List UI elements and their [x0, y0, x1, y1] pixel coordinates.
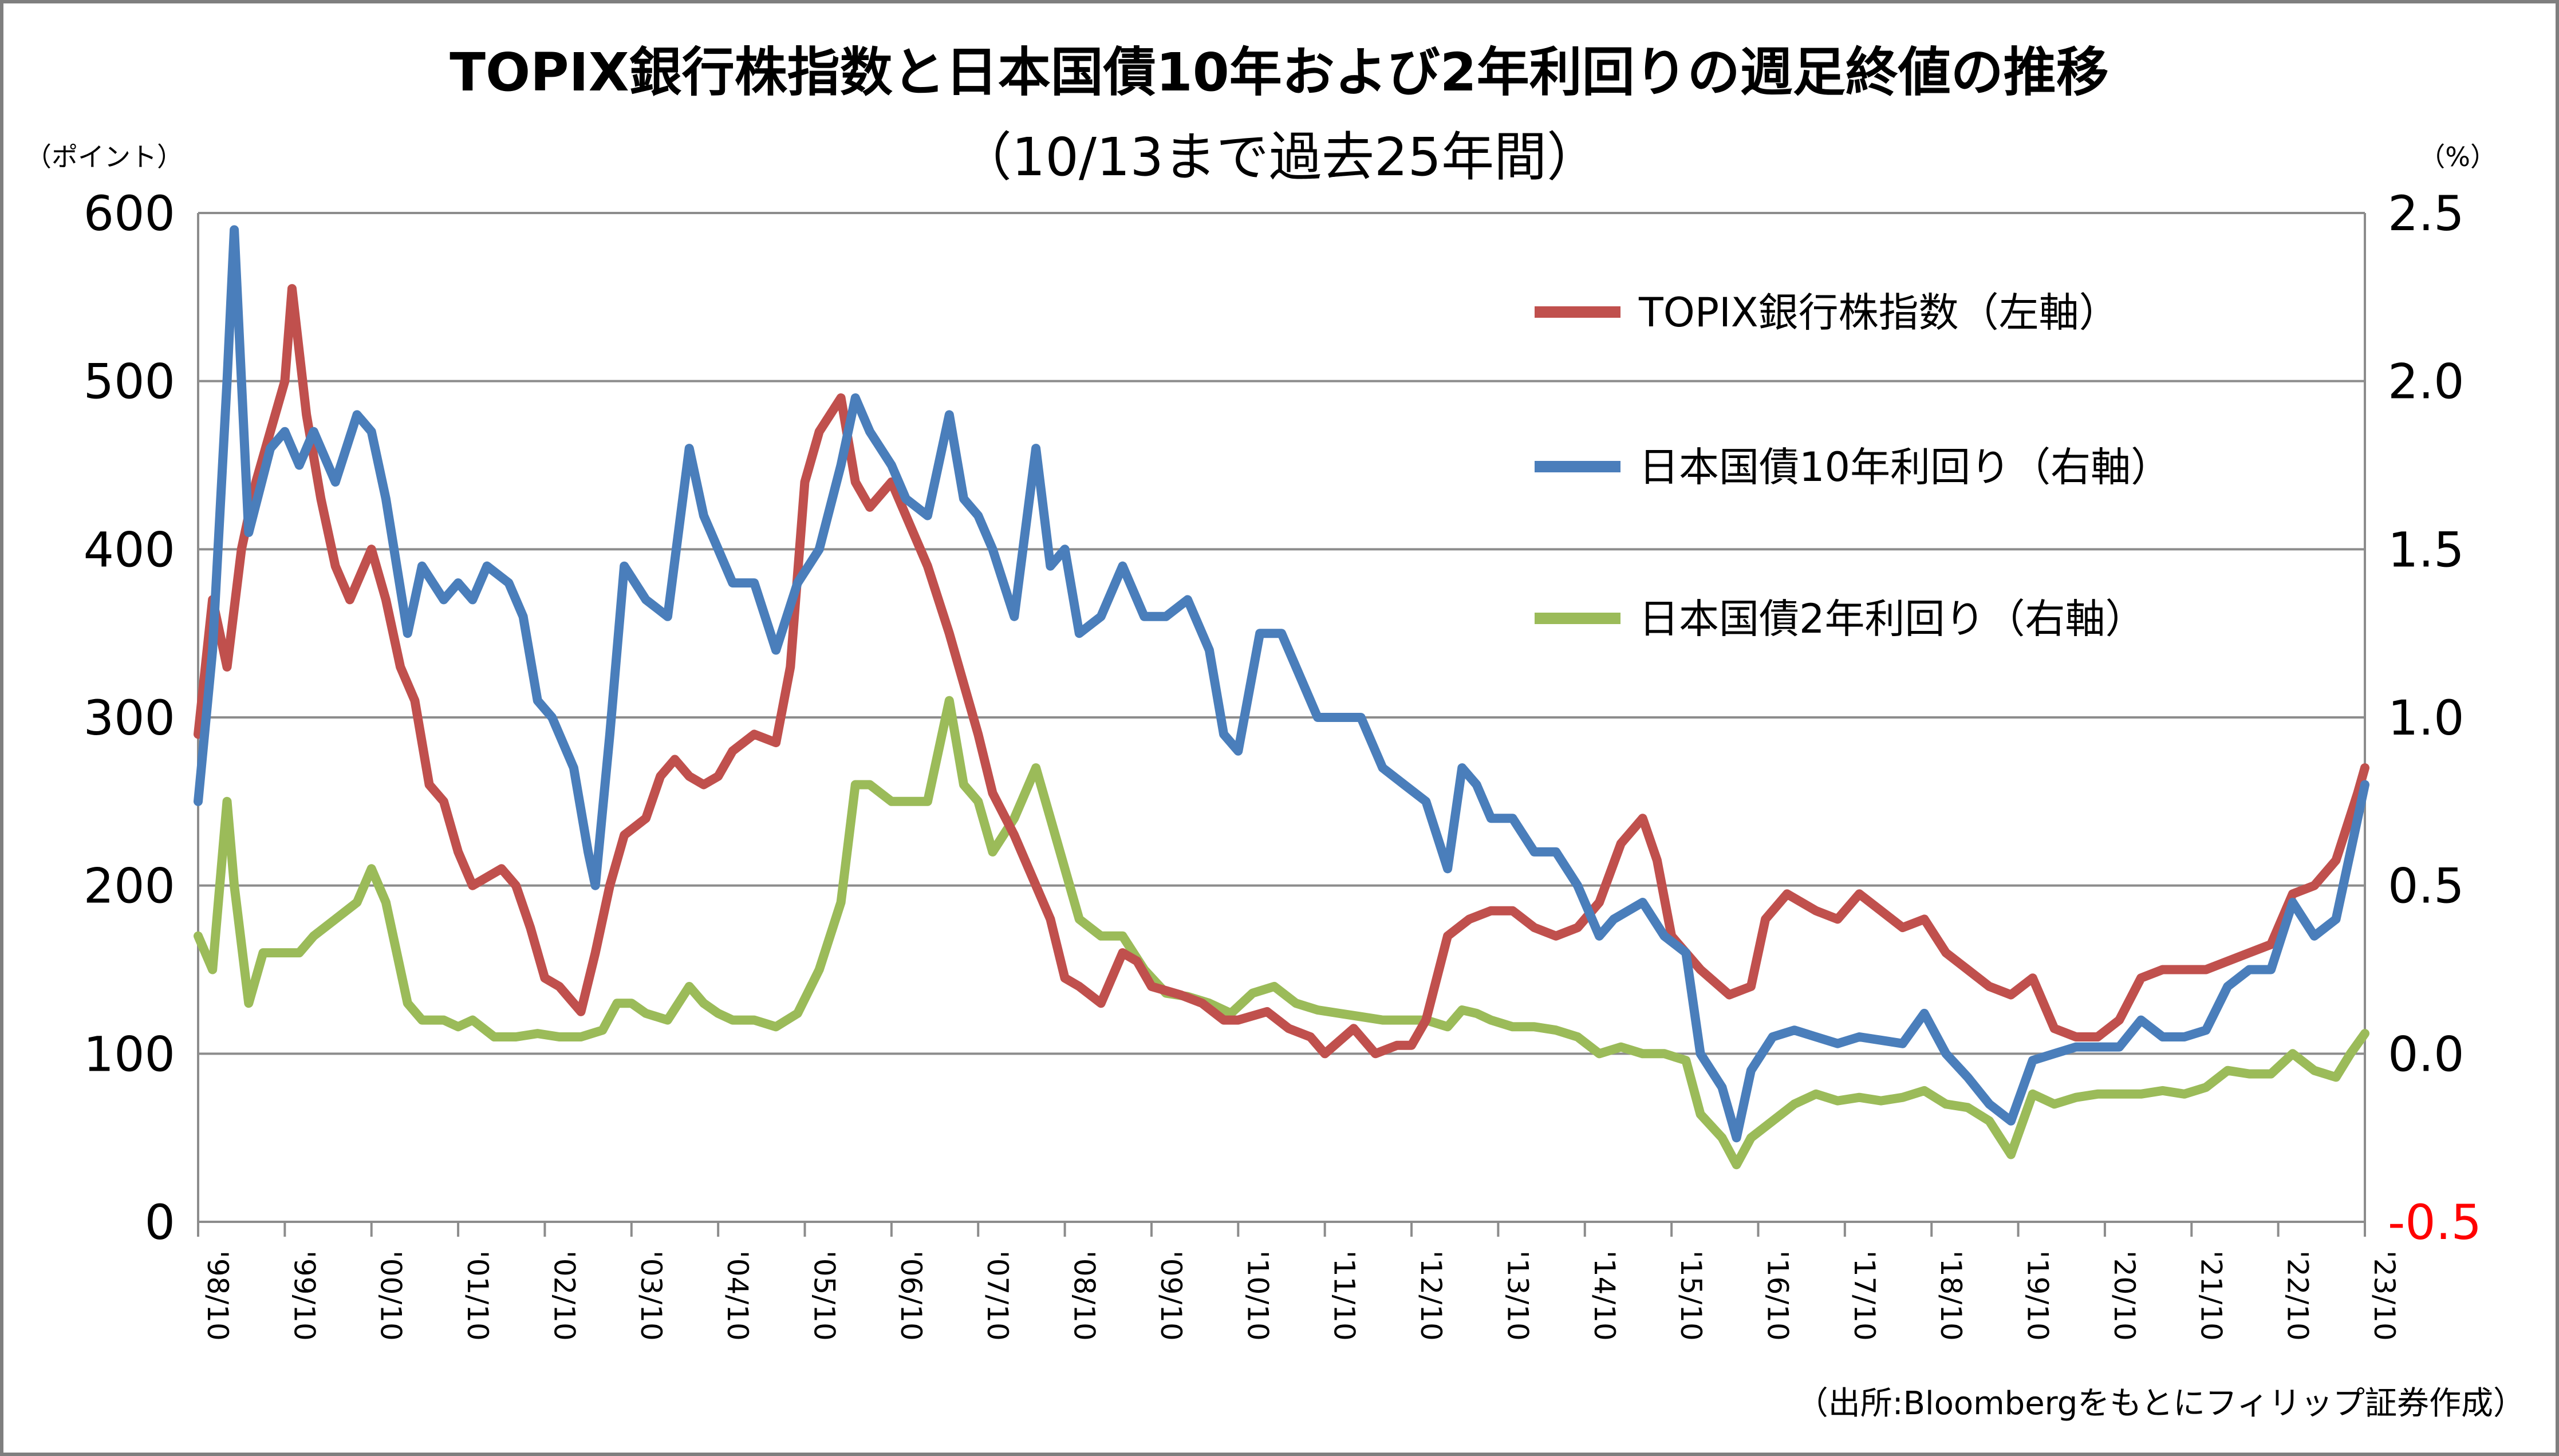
x-axis-tick-label: '98/10 — [201, 1250, 234, 1341]
left-axis-tick-label: 400 — [84, 522, 175, 578]
right-axis-tick-label: 0.5 — [2388, 858, 2465, 914]
x-axis-tick-label: '21/10 — [2194, 1250, 2227, 1341]
x-axis-tick-label: '18/10 — [1934, 1250, 1967, 1341]
series-lines — [194, 225, 2369, 1170]
x-axis-tick-label: '16/10 — [1761, 1250, 1794, 1341]
right-axis-tick-label: 1.5 — [2388, 522, 2465, 578]
left-axis-tick-label: 500 — [84, 354, 175, 410]
legend-label-jgb-2y: 日本国債2年利回り（右軸） — [1639, 595, 2146, 642]
x-axis-ticks: '98/10 '99/10 '00/10 '01/10 '02/10 '03/10 '04/… — [197, 1222, 2401, 1341]
x-axis-tick-label: '99/10 — [287, 1250, 321, 1341]
x-axis-tick-label: '08/10 — [1068, 1250, 1101, 1341]
right-axis-ticks: 2.5 2.0 1.5 1.0 0.5 0.0 -0.5 — [2388, 186, 2482, 1250]
series-line-jgb-10y — [194, 225, 2369, 1143]
right-axis-tick-label: 2.0 — [2388, 354, 2465, 410]
x-axis-tick-label: '13/10 — [1501, 1250, 1534, 1341]
right-axis-tick-label: 0.0 — [2388, 1026, 2465, 1082]
x-axis-tick-label: '15/10 — [1674, 1250, 1708, 1341]
legend: TOPIX銀行株指数（左軸） 日本国債10年利回り（右軸） 日本国債2年利回り（… — [1535, 289, 2171, 642]
right-axis-tick-label: 1.0 — [2388, 690, 2465, 746]
x-axis-tick-label: '00/10 — [374, 1250, 408, 1341]
x-axis-tick-label: '09/10 — [1154, 1250, 1188, 1341]
x-axis-tick-label: '10/10 — [1241, 1250, 1274, 1341]
x-axis-tick-label: '01/10 — [461, 1250, 494, 1341]
x-axis-tick-label: '11/10 — [1328, 1250, 1361, 1341]
x-axis-tick-label: '23/10 — [2368, 1250, 2401, 1341]
legend-label-topix-banks: TOPIX銀行株指数（左軸） — [1638, 289, 2119, 336]
grid-lines — [197, 212, 2366, 1223]
x-axis-tick-label: '03/10 — [634, 1250, 668, 1341]
series-line-topix-banks — [194, 284, 2369, 1059]
x-axis-tick-label: '17/10 — [1848, 1250, 1881, 1341]
x-axis-tick-label: '19/10 — [2021, 1250, 2055, 1341]
left-axis-tick-label: 300 — [84, 690, 175, 746]
left-axis-unit: （ポイント） — [25, 141, 183, 172]
legend-label-jgb-10y: 日本国債10年利回り（右軸） — [1639, 444, 2171, 491]
x-axis-tick-label: '02/10 — [547, 1250, 581, 1341]
x-axis-tick-label: '07/10 — [981, 1250, 1014, 1341]
right-axis-tick-label: -0.5 — [2388, 1194, 2482, 1250]
chart-subtitle: （10/13まで過去25年間） — [959, 127, 1599, 188]
chart-title: TOPIX銀行株指数と日本国債10年および2年利回りの週足終値の推移 — [449, 42, 2109, 103]
x-axis-tick-label: '14/10 — [1588, 1250, 1621, 1341]
left-axis-tick-label: 600 — [84, 186, 175, 242]
x-axis-tick-label: '04/10 — [721, 1250, 754, 1341]
left-axis-tick-label: 200 — [84, 858, 175, 914]
left-axis-tick-label: 100 — [84, 1026, 175, 1082]
right-axis-unit: （%） — [2419, 141, 2497, 172]
left-axis-ticks: 600 500 400 300 200 100 0 — [84, 186, 175, 1250]
x-axis-tick-label: '22/10 — [2281, 1250, 2314, 1341]
left-axis-tick-label: 0 — [145, 1194, 175, 1250]
x-axis-tick-label: '06/10 — [894, 1250, 928, 1341]
x-axis-tick-label: '05/10 — [808, 1250, 841, 1341]
right-axis-tick-label: 2.5 — [2388, 186, 2465, 242]
source-note: （出所:Bloombergをもとにフィリップ証券作成） — [1796, 1385, 2525, 1422]
x-axis-tick-label: '12/10 — [1414, 1250, 1448, 1341]
x-axis-tick-label: '20/10 — [2108, 1250, 2141, 1341]
